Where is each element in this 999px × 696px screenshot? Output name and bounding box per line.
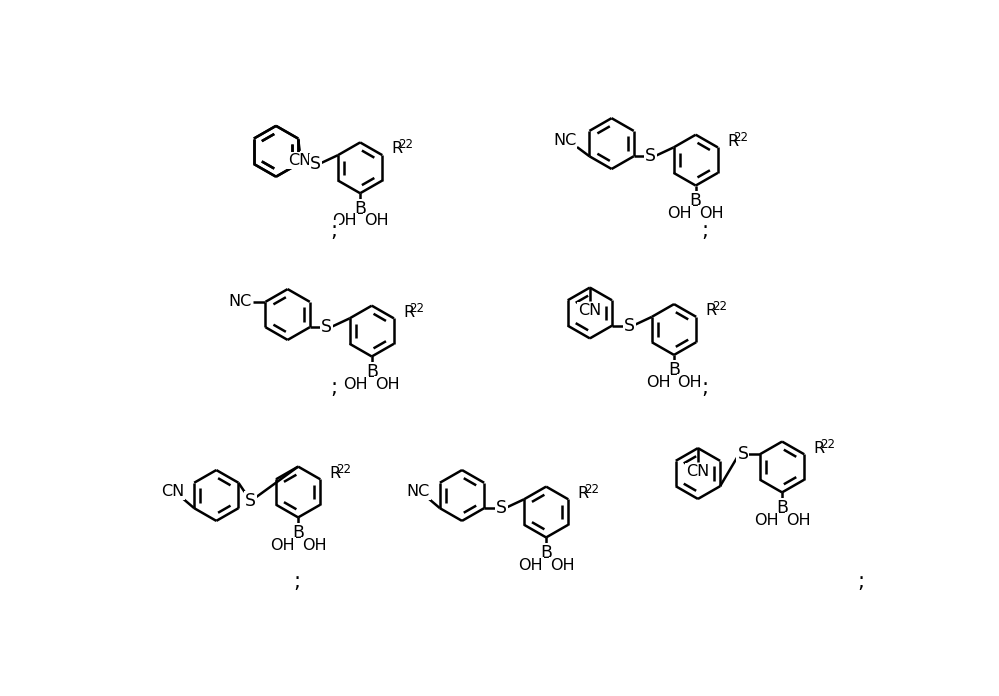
Text: OH: OH [344,377,369,392]
Text: 22: 22 [583,482,599,496]
Text: OH: OH [549,557,574,573]
Text: NC: NC [553,134,576,148]
Text: OH: OH [332,214,357,228]
Text: NC: NC [407,484,430,499]
Text: B: B [668,361,680,379]
Text: 22: 22 [820,438,835,450]
Text: B: B [776,499,788,517]
Text: OH: OH [302,537,327,553]
Text: OH: OH [785,513,810,528]
Text: 22: 22 [711,300,727,313]
Text: CN: CN [578,303,601,318]
Text: OH: OH [667,206,692,221]
Text: CN: CN [161,484,184,499]
Text: OH: OH [376,377,400,392]
Text: R: R [813,441,824,456]
Text: R: R [577,486,588,500]
Text: NC: NC [229,294,252,309]
Text: ;: ; [331,378,338,397]
Text: OH: OH [270,537,295,553]
Text: S: S [322,318,333,336]
Text: OH: OH [677,375,702,390]
Text: ;: ; [701,378,708,397]
Text: OH: OH [517,557,542,573]
Text: OH: OH [699,206,724,221]
Text: 22: 22 [733,131,748,144]
Text: 22: 22 [398,139,413,152]
Text: ;: ; [331,221,338,242]
Text: ;: ; [294,571,301,592]
Text: OH: OH [645,375,670,390]
Text: B: B [366,363,378,381]
Text: B: B [689,192,701,210]
Text: S: S [623,317,634,335]
Text: S: S [246,492,257,510]
Text: R: R [705,303,716,318]
Text: S: S [496,499,506,517]
Text: B: B [540,544,552,562]
Text: OH: OH [754,513,778,528]
Text: ;: ; [857,571,864,592]
Text: S: S [310,155,321,173]
Text: R: R [330,466,341,481]
Text: B: B [355,200,367,218]
Text: R: R [404,305,415,319]
Text: B: B [292,524,304,541]
Text: S: S [645,148,656,165]
Text: CN: CN [288,152,312,168]
Text: OH: OH [364,214,389,228]
Text: 22: 22 [410,302,425,315]
Text: CN: CN [686,464,709,479]
Text: R: R [392,141,403,157]
Text: ;: ; [701,221,708,242]
Text: S: S [737,445,748,464]
Text: R: R [727,134,738,149]
Text: 22: 22 [336,463,351,475]
